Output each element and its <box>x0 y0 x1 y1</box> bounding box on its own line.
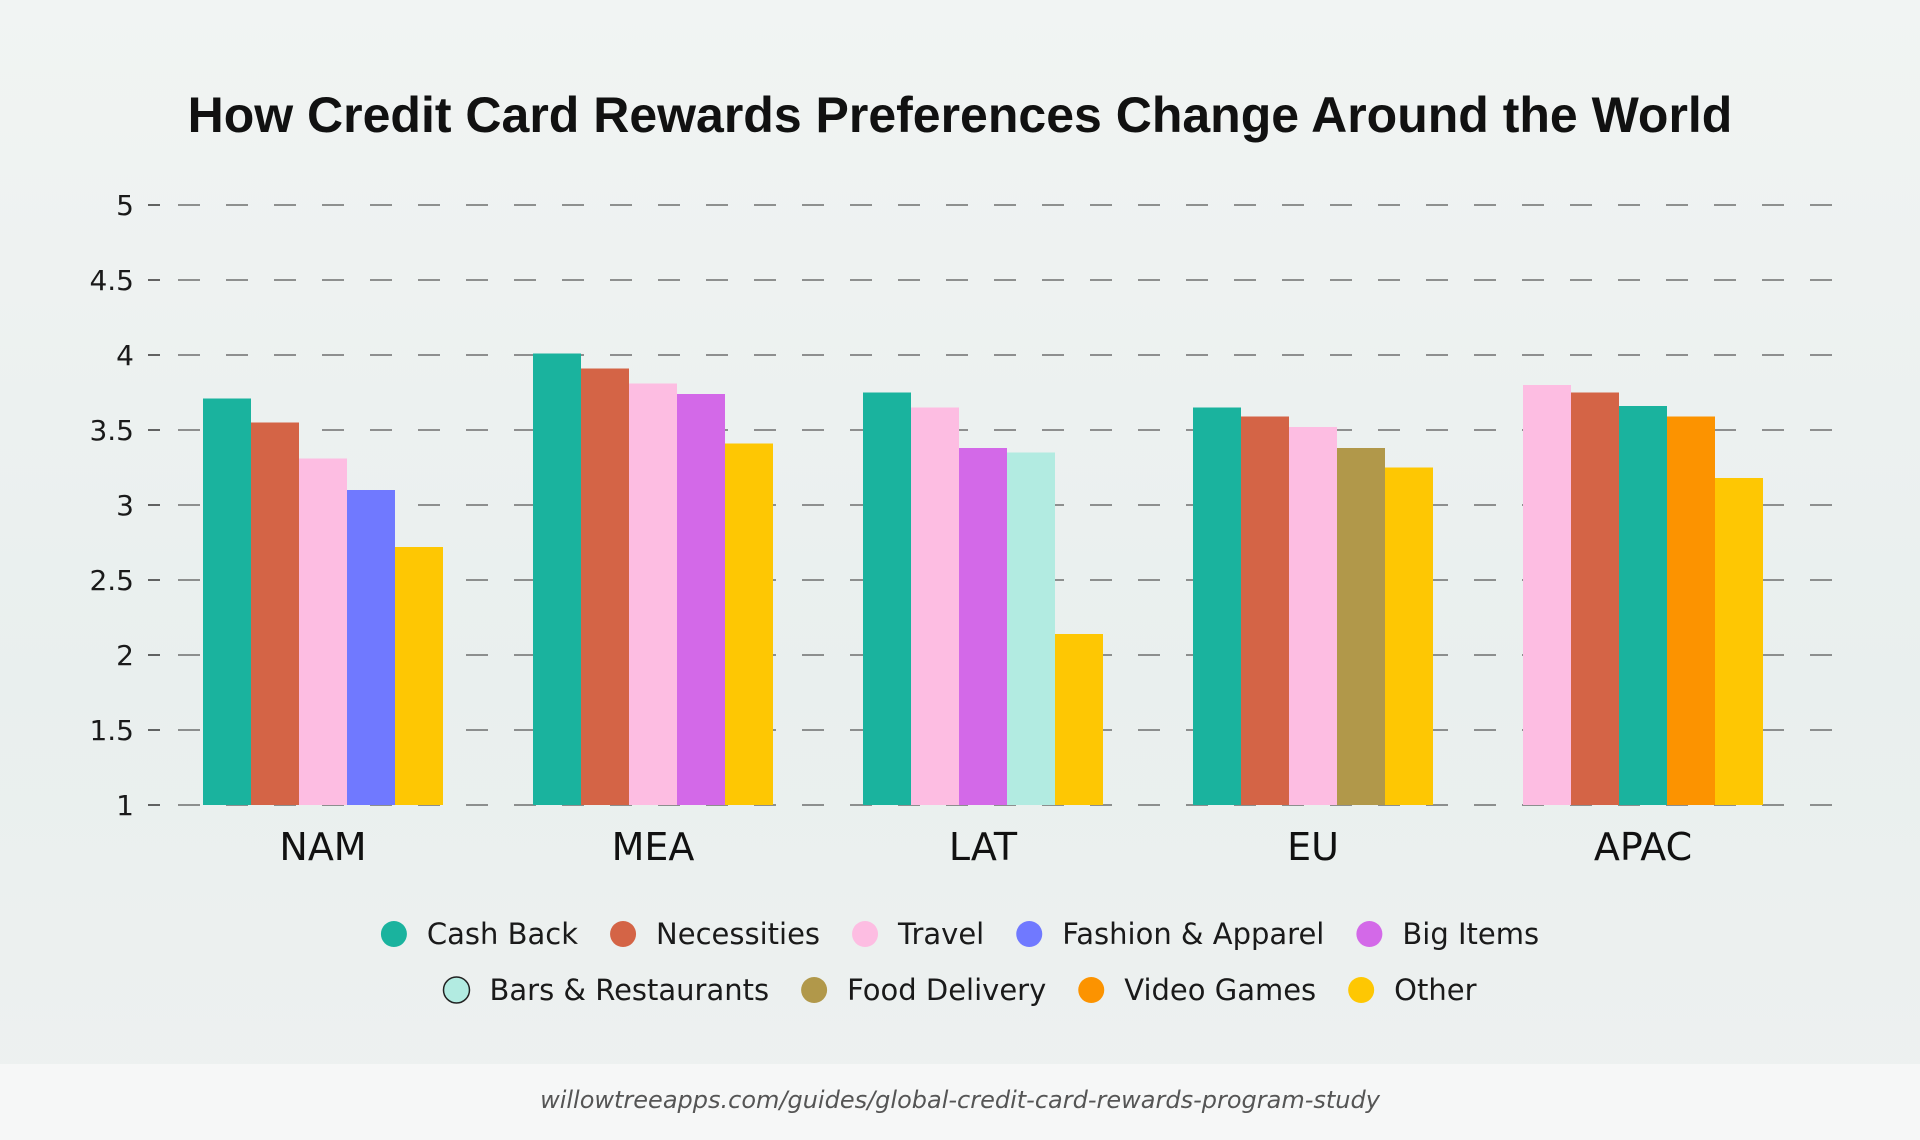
legend-item: Travel <box>852 917 984 951</box>
bar-nam-cash-back <box>203 398 251 805</box>
legend-item: Big Items <box>1356 917 1539 951</box>
bar-eu-cash-back <box>1193 407 1241 805</box>
legend-label: Necessities <box>656 917 820 951</box>
y-tick-label: 1 <box>116 789 134 822</box>
bar-apac-cash-back <box>1619 406 1667 805</box>
legend-item: Necessities <box>610 917 820 951</box>
legend-item: Other <box>1348 973 1477 1007</box>
legend-item: Cash Back <box>380 917 578 951</box>
bar-eu-travel <box>1289 427 1337 805</box>
x-axis-labels: NAM MEA LAT EU APAC <box>279 825 1692 869</box>
legend-item: Food Delivery <box>801 973 1046 1007</box>
legend-label: Travel <box>897 917 984 951</box>
legend-label: Big Items <box>1402 917 1539 951</box>
bar-apac-other <box>1715 478 1763 805</box>
bar-nam-other <box>395 547 443 805</box>
legend-label: Food Delivery <box>847 973 1046 1007</box>
bar-chart: How Credit Card Rewards Preferences Chan… <box>89 87 1832 1007</box>
y-tick-label: 4.5 <box>89 264 134 297</box>
y-axis-ticks: 1 1.5 2 2.5 3 3.5 4 4.5 5 <box>89 189 160 822</box>
bar-mea-other <box>725 443 773 805</box>
bars <box>203 353 1763 805</box>
legend-swatch <box>1348 977 1375 1003</box>
legend-swatch <box>1016 921 1043 947</box>
bar-nam-travel <box>299 458 347 805</box>
legend-swatch <box>442 976 471 1004</box>
legend-swatch <box>1078 977 1105 1003</box>
legend-swatch <box>852 921 879 947</box>
bar-lat-other <box>1055 634 1103 805</box>
bar-apac-travel <box>1523 385 1571 805</box>
y-tick-label: 4 <box>116 339 134 372</box>
bar-group-apac <box>1523 385 1763 805</box>
y-tick-label: 2.5 <box>89 564 134 597</box>
bar-mea-cash-back <box>533 353 581 805</box>
legend-swatch <box>1356 921 1383 947</box>
bar-group-nam <box>203 398 443 805</box>
bar-group-mea <box>533 353 773 805</box>
bar-apac-necessities <box>1571 392 1619 805</box>
y-tick-label: 5 <box>116 189 134 222</box>
legend-label: Bars & Restaurants <box>489 973 769 1007</box>
legend-swatch <box>610 921 637 947</box>
bar-mea-necessities <box>581 368 629 805</box>
chart-title: How Credit Card Rewards Preferences Chan… <box>188 87 1733 143</box>
bar-lat-bars-restaurants <box>1007 452 1055 805</box>
x-category-label: MEA <box>612 825 695 869</box>
bar-lat-travel <box>911 407 959 805</box>
legend-label: Fashion & Apparel <box>1062 917 1324 951</box>
bar-apac-video-games <box>1667 416 1715 805</box>
bar-mea-big-items <box>677 394 725 805</box>
bar-group-eu <box>1193 407 1433 805</box>
bar-eu-necessities <box>1241 416 1289 805</box>
bar-eu-other <box>1385 467 1433 805</box>
y-tick-label: 3 <box>116 489 134 522</box>
x-category-label: NAM <box>279 825 366 869</box>
source-url: willowtreeapps.com/guides/global-credit-… <box>540 1086 1380 1114</box>
legend-swatch <box>380 921 407 947</box>
y-tick-label: 2 <box>116 639 134 672</box>
legend-item: Video Games <box>1078 973 1316 1007</box>
legend-item: Bars & Restaurants <box>442 973 769 1007</box>
legend-label: Video Games <box>1124 973 1316 1007</box>
bar-group-lat <box>863 392 1103 805</box>
bar-nam-fashion-apparel <box>347 490 395 805</box>
y-tick-label: 1.5 <box>89 714 134 747</box>
bar-eu-food-delivery <box>1337 448 1385 805</box>
legend-swatch <box>801 977 828 1003</box>
y-tick-label: 3.5 <box>89 414 134 447</box>
x-category-label: LAT <box>949 825 1018 869</box>
bar-nam-necessities <box>251 422 299 805</box>
bar-mea-travel <box>629 383 677 805</box>
footer-bar: willowtreeapps.com/guides/global-credit-… <box>0 1064 1920 1140</box>
x-category-label: APAC <box>1594 825 1692 869</box>
legend-label: Cash Back <box>427 917 578 951</box>
bar-lat-big-items <box>959 448 1007 805</box>
legend-item: Fashion & Apparel <box>1016 917 1324 951</box>
legend-label: Other <box>1394 973 1476 1007</box>
bar-lat-cash-back <box>863 392 911 805</box>
x-category-label: EU <box>1287 825 1339 869</box>
legend: Cash Back Necessities Travel Fashion & Appa… <box>380 917 1539 1007</box>
